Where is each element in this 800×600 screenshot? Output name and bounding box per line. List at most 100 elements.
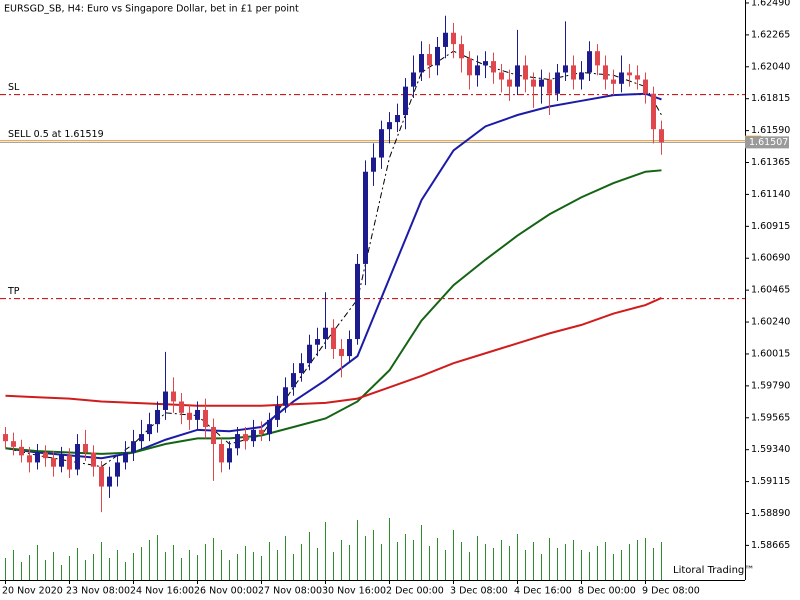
candle-body <box>67 455 72 470</box>
chart-title: EURSGD_SB, H4: Euro vs Singapore Dollar,… <box>4 4 299 15</box>
y-tick-label: 1.58665 <box>751 540 790 551</box>
moving-average <box>5 297 662 407</box>
level-label: SL <box>8 82 20 93</box>
candle-body <box>603 65 608 80</box>
candle-body <box>627 72 632 76</box>
candle-body <box>163 391 168 410</box>
candle-body <box>275 405 280 420</box>
candle-body <box>403 86 408 116</box>
x-tick-label: 26 Nov 00:00 <box>194 586 258 597</box>
y-tick-label: 1.62040 <box>751 61 790 72</box>
candle-body <box>539 79 544 87</box>
candle-body <box>27 455 32 463</box>
x-tick-label: 8 Dec 00:00 <box>578 586 636 597</box>
x-tick-label: 24 Nov 16:00 <box>130 586 194 597</box>
x-tick-label: 30 Nov 16:00 <box>322 586 386 597</box>
candle-body <box>451 32 456 45</box>
candle-body <box>395 115 400 123</box>
candle-body <box>523 65 528 80</box>
y-tick-label: 1.62265 <box>751 29 790 40</box>
candle-body <box>571 65 576 80</box>
candle-body <box>595 51 600 66</box>
y-tick-label: 1.61365 <box>751 157 790 168</box>
y-tick-label: 1.61140 <box>751 189 790 200</box>
candle-body <box>219 444 224 463</box>
candle-body <box>643 79 648 94</box>
y-tick-label: 1.60915 <box>751 221 790 232</box>
candle-body <box>315 339 320 345</box>
candle-body <box>139 434 144 442</box>
candle-body <box>467 58 472 76</box>
candle-body <box>411 72 416 87</box>
candle-body <box>171 391 176 402</box>
order-label: SELL 0.5 at 1.61519 <box>8 129 104 140</box>
candle-body <box>491 61 496 73</box>
candle-body <box>323 327 328 340</box>
candle-body <box>259 429 264 435</box>
candle-body <box>155 409 160 425</box>
candle-body <box>619 72 624 84</box>
y-tick-label: 1.59790 <box>751 380 790 391</box>
candle-body <box>507 79 512 87</box>
y-tick-label: 1.59115 <box>751 476 790 487</box>
candle-body <box>115 462 120 477</box>
x-tick-label: 3 Dec 08:00 <box>450 586 508 597</box>
candle-body <box>347 339 352 357</box>
candle-body <box>123 452 128 463</box>
candle-body <box>635 75 640 80</box>
candle-body <box>131 441 136 453</box>
candle-body <box>251 429 256 442</box>
y-tick-label: 1.58890 <box>751 508 790 519</box>
y-tick-label: 1.62490 <box>751 0 790 8</box>
candle-body <box>587 51 592 73</box>
x-tick-label: 4 Dec 16:00 <box>514 586 572 597</box>
bid-label: 1.61507 <box>749 137 788 148</box>
level-label: TP <box>7 286 20 297</box>
y-tick-label: 1.60015 <box>751 348 790 359</box>
candle-body <box>307 344 312 364</box>
y-tick-label: 1.59565 <box>751 412 790 423</box>
x-tick-label: 23 Nov 08:00 <box>66 586 130 597</box>
candle-body <box>483 61 488 66</box>
candle-body <box>107 476 112 487</box>
x-tick-label: 9 Dec 08:00 <box>642 586 700 597</box>
candle-body <box>547 79 552 94</box>
bid-tag <box>745 136 789 149</box>
candle-body <box>363 171 368 264</box>
candle-body <box>379 129 384 158</box>
candle-body <box>195 409 200 420</box>
candle-body <box>35 452 40 463</box>
candle-body <box>387 122 392 130</box>
candle-body <box>611 79 616 84</box>
candle-body <box>227 448 232 463</box>
candle-body <box>3 434 8 442</box>
candle-body <box>563 65 568 73</box>
candle-body <box>283 387 288 406</box>
candle-body <box>43 452 48 459</box>
x-tick-label: 2 Dec 00:00 <box>386 586 444 597</box>
x-tick-label: 27 Nov 08:00 <box>258 586 322 597</box>
candle-body <box>99 466 104 487</box>
candle-body <box>11 441 16 447</box>
x-tick-label: 20 Nov 2020 <box>2 586 63 597</box>
candle-body <box>179 401 184 413</box>
candle-body <box>475 65 480 76</box>
y-tick-label: 1.60690 <box>751 253 790 264</box>
candle-body <box>59 455 64 467</box>
candle-body <box>371 157 376 172</box>
candle-body <box>531 79 536 87</box>
candle-body <box>515 65 520 87</box>
candle-body <box>659 129 664 143</box>
candle-body <box>555 72 560 94</box>
candle-body <box>427 54 432 66</box>
candle-body <box>459 44 464 59</box>
candle-body <box>75 444 80 470</box>
moving-average <box>5 169 662 455</box>
candle-body <box>339 348 344 357</box>
candle-body <box>243 434 248 442</box>
y-tick-label: 1.60465 <box>751 285 790 296</box>
candle-body <box>291 373 296 388</box>
candle-body <box>147 424 152 435</box>
candle-body <box>499 72 504 80</box>
